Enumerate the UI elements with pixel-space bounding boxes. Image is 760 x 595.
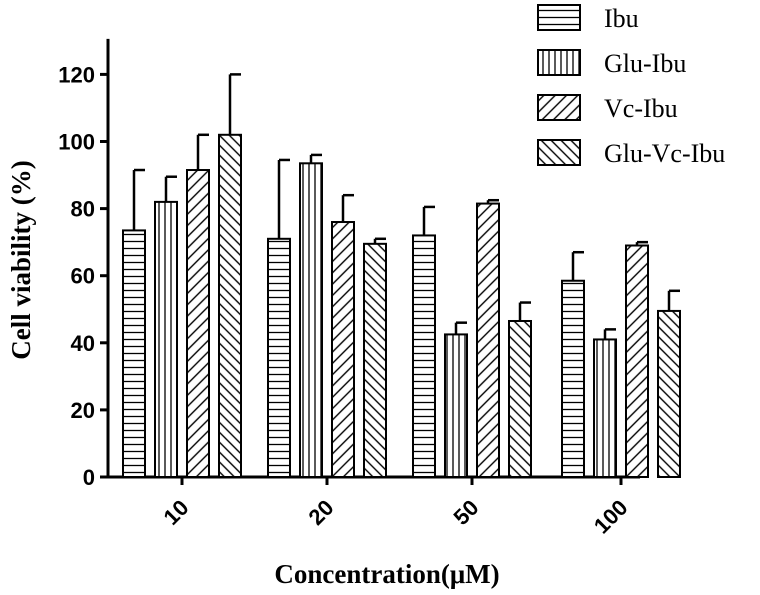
bar-ibu-10 — [122, 229, 146, 478]
bar-glu-ibu-100 — [593, 338, 617, 478]
legend-label: Ibu — [604, 4, 639, 33]
bar-vc-ibu-20 — [331, 221, 355, 478]
bar-glu-vc-ibu-100 — [657, 309, 681, 478]
legend-label: Glu-Ibu — [604, 49, 686, 78]
legend-label: Glu-Vc-Ibu — [604, 139, 725, 168]
y-tick-label: 120 — [58, 62, 95, 87]
bar-glu-vc-ibu-10 — [218, 133, 242, 478]
y-axis-title: Cell viability (%) — [6, 160, 36, 359]
bar-glu-vc-ibu-20 — [363, 242, 387, 478]
bar-ibu-50 — [412, 234, 436, 478]
legend-label: Vc-Ibu — [604, 94, 678, 123]
legend-swatch-vc-ibu — [537, 94, 581, 121]
legend-swatch-glu-ibu — [537, 49, 581, 76]
bar-ibu-100 — [561, 279, 585, 479]
bar-glu-vc-ibu-50 — [508, 319, 532, 478]
bar-glu-ibu-50 — [444, 333, 468, 478]
y-tick-label: 0 — [83, 465, 95, 490]
y-tick-label: 20 — [71, 398, 95, 423]
bar-glu-ibu-20 — [299, 162, 323, 478]
bar-vc-ibu-50 — [476, 202, 500, 478]
x-axis-title: Concentration(μM) — [274, 559, 499, 589]
legend-swatch-glu-vc-ibu — [537, 139, 581, 166]
legend-swatch-ibu — [537, 4, 581, 31]
bar-ibu-20 — [267, 237, 291, 478]
y-tick-label: 100 — [58, 130, 95, 155]
bar-vc-ibu-100 — [625, 244, 649, 478]
x-tick-label: 100 — [589, 495, 633, 539]
y-tick-label: 60 — [71, 264, 95, 289]
bar-vc-ibu-10 — [186, 169, 210, 479]
x-tick-label: 20 — [304, 495, 339, 530]
bar-glu-ibu-10 — [154, 200, 178, 478]
x-tick-label: 50 — [449, 495, 484, 530]
y-tick-label: 40 — [71, 331, 95, 356]
y-tick-label: 80 — [71, 197, 95, 222]
x-tick-label: 10 — [159, 495, 194, 530]
